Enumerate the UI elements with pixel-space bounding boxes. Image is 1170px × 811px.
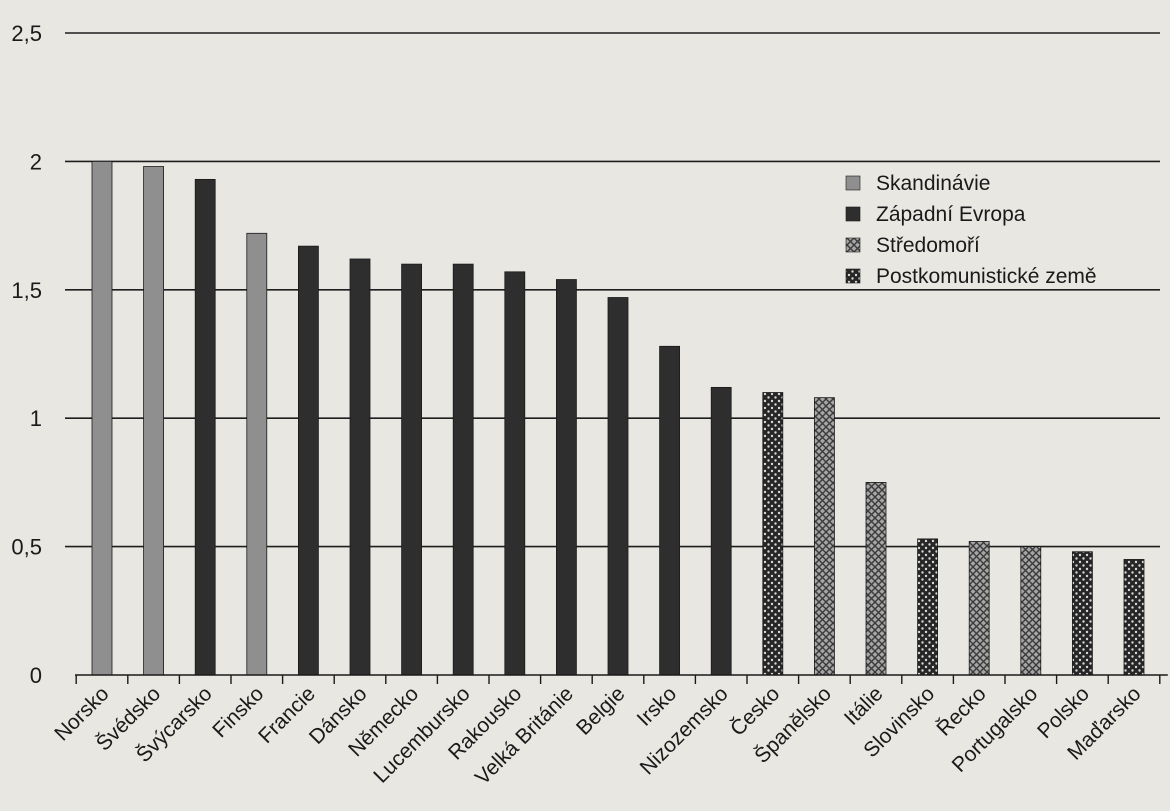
legend-label: Středomoří — [876, 234, 980, 257]
bar — [1123, 559, 1145, 676]
y-tick-label: 0,5 — [11, 535, 42, 560]
x-tick-label: Irsko — [633, 682, 681, 730]
bar — [607, 297, 629, 676]
y-tick-label: 0 — [30, 663, 42, 688]
y-tick-label: 2,5 — [11, 21, 42, 46]
legend-swatch — [845, 175, 861, 191]
bar — [349, 258, 371, 676]
x-tick-label: Belgie — [572, 682, 630, 740]
y-tick-label: 1,5 — [11, 278, 42, 303]
x-axis-labels: NorskoŠvédskoŠvýcarskoFinskoFrancieDánsk… — [50, 682, 1145, 789]
bar — [968, 541, 990, 676]
bar — [143, 166, 165, 676]
bar — [246, 232, 268, 676]
legend-swatch — [845, 268, 861, 284]
bar — [1020, 546, 1042, 676]
legend-label: Skandinávie — [876, 172, 990, 195]
bar — [865, 481, 887, 676]
bar — [1072, 551, 1093, 676]
x-axis — [75, 674, 1168, 684]
bar — [814, 397, 835, 676]
bar — [659, 345, 680, 676]
y-tick-label: 2 — [30, 149, 42, 174]
legend: Skandinávie Západní Evropa Středomoří Postk… — [845, 172, 1097, 288]
bar — [401, 263, 423, 676]
legend-swatch — [845, 237, 861, 253]
y-tick-label: 1 — [30, 406, 42, 431]
bar — [297, 245, 319, 676]
bar — [762, 392, 784, 676]
bar — [710, 386, 732, 676]
bar — [504, 271, 526, 676]
x-tick-label: Itálie — [840, 682, 888, 730]
legend-label: Západní Evropa — [876, 203, 1026, 226]
bar — [556, 279, 577, 676]
bar — [91, 160, 113, 676]
y-axis-ticks: 0 0,5 1 1,5 2 2,5 — [11, 21, 42, 688]
bar — [452, 263, 474, 676]
bar — [194, 178, 216, 676]
legend-swatch — [845, 206, 861, 222]
legend-label: Postkomunistické země — [876, 265, 1097, 288]
bar — [917, 538, 938, 676]
